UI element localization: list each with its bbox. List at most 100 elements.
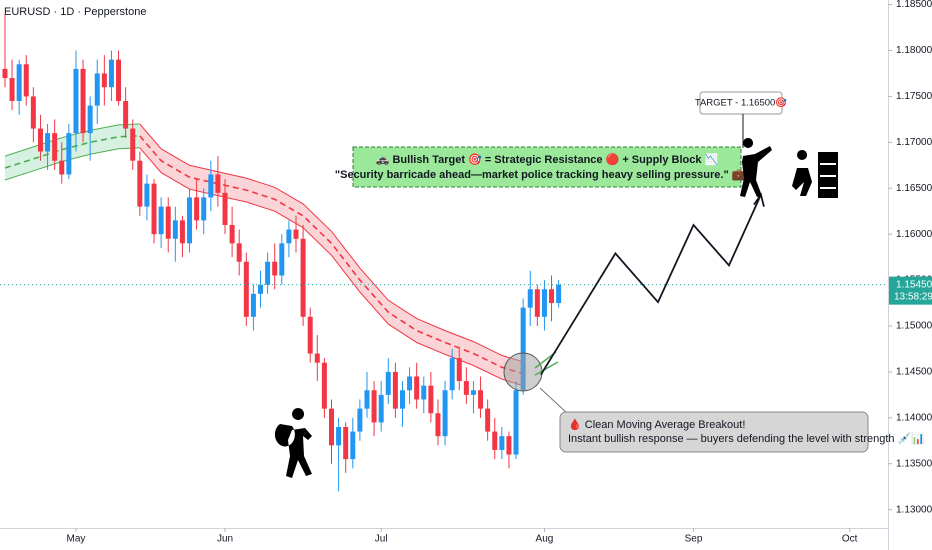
candle-body [435,413,441,437]
candle-body [513,390,519,455]
banner-box [352,146,742,188]
candle-body [556,284,562,304]
candle-body [80,68,86,134]
candle-body [23,64,29,97]
x-tick-label: May [66,534,85,545]
candle-body [307,316,313,354]
y-tick-label: 1.14500 [896,367,932,378]
last-price-tag [889,276,932,305]
candle-body [485,408,491,432]
candle-body [229,224,235,244]
target-label: TARGET - 1.16500🎯 [695,97,787,109]
candle-body [87,105,93,134]
candle-body [94,73,100,106]
y-tick-label: 1.17000 [896,137,932,148]
candle-body [407,376,413,391]
candle-body [73,68,79,134]
candle-body [279,243,285,276]
y-tick-label: 1.16000 [896,229,932,240]
candle-body [549,289,555,304]
candle-body [321,362,327,409]
candle-body [208,174,214,198]
candle-body [158,206,164,235]
y-tick-label: 1.16500 [896,183,932,194]
candle-body [336,426,342,446]
barricade-grid [820,163,836,189]
candle-body [172,220,178,239]
candle-body [428,385,434,414]
candle-body [350,431,356,460]
y-tick-label: 1.15000 [896,321,932,332]
thief-figure [274,408,312,478]
candle-body [328,408,334,446]
callout-line: 🩸 Clean Moving Average Breakout! [568,418,745,431]
candle-body [478,390,484,409]
candle-body [272,261,278,276]
band-upper [139,123,524,363]
x-tick-label: Oct [842,534,858,545]
candle-body [293,229,299,239]
x-tick-label: Jul [375,534,388,545]
candle-body [463,381,469,395]
y-tick-label: 1.14000 [896,412,932,423]
candle-body [101,73,107,88]
breakout-marker [503,352,543,392]
candle-body [520,307,526,391]
candle-body [165,206,171,239]
y-tick-label: 1.17500 [896,91,932,102]
candle-body [399,390,405,409]
candle-body [527,289,533,308]
candle-body [492,431,498,450]
y-tick-label: 1.13500 [896,458,932,469]
x-tick-label: Jun [217,534,233,545]
x-tick-label: Aug [536,534,554,545]
candle-body [179,220,185,244]
candle-body [392,371,398,409]
candle-body [470,390,476,395]
candle-body [449,358,455,391]
candle-body [442,390,448,437]
candle-body [286,229,292,244]
candle-body [300,238,306,317]
candle-body [144,183,150,207]
candle-body [215,174,221,193]
y-tick-label: 1.13000 [896,504,932,515]
x-tick-label: Sep [685,534,703,545]
candle-body [343,426,349,460]
candle-body [151,183,157,235]
candle-body [187,197,193,244]
banner-line: "Security barricade ahead—market police … [335,168,759,181]
candle-body [258,284,264,294]
candle-body [37,128,43,152]
candle-body [222,192,228,225]
candle-body [116,59,122,102]
candle-body [16,64,22,102]
band-lower [139,147,524,387]
last-price-label: 1.15450 [896,279,932,290]
callout-box [559,411,869,453]
candle-body [236,243,242,262]
projection-line [540,194,762,376]
candle-body [2,68,8,79]
banner-line: 🚓 Bullish Target 🎯 = Strategic Resistanc… [376,153,719,166]
y-tick-label: 1.18000 [896,45,932,56]
candle-body [541,289,547,317]
candle-body [385,371,391,395]
candle-body [9,78,15,102]
target-box [699,91,783,115]
candle-body [499,436,505,450]
candle-body [378,394,384,423]
candle-body [137,160,143,207]
candle-body [243,261,249,317]
candle-body [421,385,427,400]
candle-body [52,133,58,161]
candle-body [108,59,114,88]
callout-line: Instant bullish response — buyers defend… [568,432,925,445]
band-lower [4,147,140,181]
candle-body [59,160,65,175]
band-fill [5,124,140,180]
candle-body [66,133,72,175]
candle-body [201,197,207,221]
candle-body [30,96,36,129]
